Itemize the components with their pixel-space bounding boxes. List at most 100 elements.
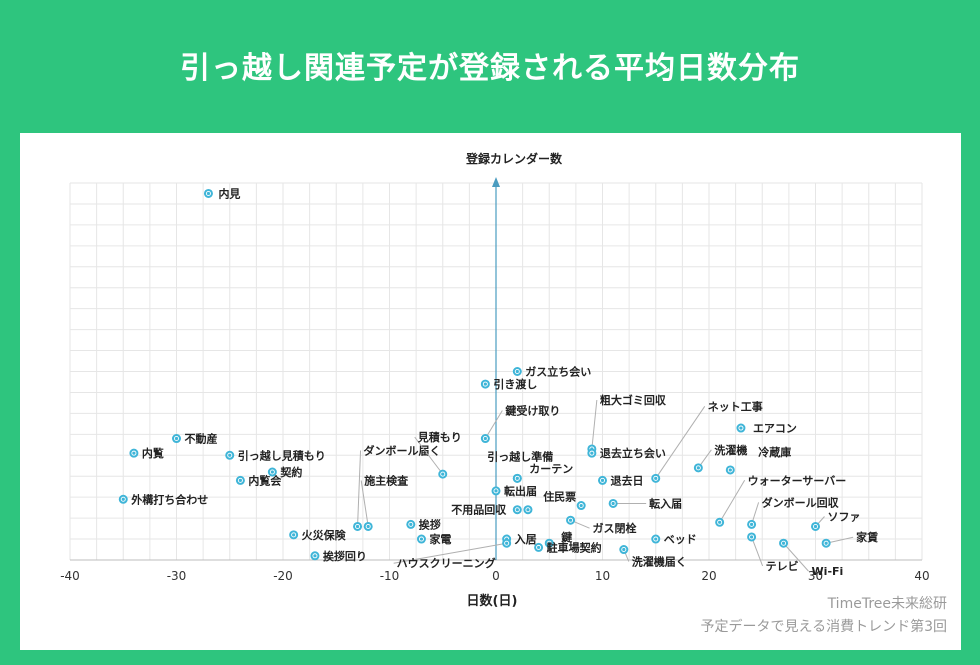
data-point-center [441, 472, 445, 476]
data-label: 挨拶回り [323, 549, 367, 563]
leader-line [357, 450, 362, 527]
data-point-center [824, 541, 828, 545]
data-label: 施主検査 [364, 473, 408, 487]
data-label: 見積もり [417, 430, 462, 444]
data-label: 内見 [218, 186, 240, 200]
data-point-center [600, 478, 605, 483]
y-axis-label: 登録カレンダー数 [465, 151, 563, 166]
data-point-center [611, 501, 615, 506]
data-point-center [813, 524, 818, 529]
data-point-center [494, 489, 498, 493]
leader-line [591, 399, 598, 450]
data-label: ダンボール回収 [762, 495, 840, 509]
data-label: ガス閉栓 [593, 521, 637, 535]
data-point-center [515, 369, 519, 374]
scatter-chart: -40 -30 -20 -10 0 10 20 30 40 日数(日) 登録カレンダー数内見ガス立ち… [60, 151, 929, 609]
data-point-center [568, 518, 573, 522]
data-label: 不動産 [185, 432, 218, 446]
data-label: ネット工事 [708, 399, 763, 413]
data-point-center [366, 524, 370, 529]
leader-line [751, 536, 764, 567]
credit-series: 予定データで見える消費トレンド第3回 [700, 619, 948, 635]
data-label: 駐車場契約 [547, 540, 602, 554]
data-label: 退去立ち会い [600, 446, 666, 460]
leader-line [414, 436, 444, 475]
data-label: 粗大ゴミ回収 [600, 393, 667, 407]
data-label: 転入届 [649, 496, 682, 510]
data-label: 内覧会 [248, 473, 282, 487]
leader-line [484, 410, 503, 439]
x-tick-label: 20 [701, 569, 716, 583]
x-tick-label: 0 [492, 569, 500, 583]
data-label: 挨拶 [419, 517, 441, 531]
x-tick-label: 30 [808, 569, 823, 583]
leader-line [393, 542, 507, 564]
data-label: 冷蔵庫 [758, 445, 791, 459]
data-label: 不用品回収 [451, 503, 507, 517]
data-point-center [579, 503, 583, 508]
data-point-center [739, 426, 743, 430]
data-point-center [132, 451, 136, 455]
data-point-center [654, 476, 658, 480]
data-label: 引っ越し準備 [487, 449, 553, 463]
data-label: 火災保険 [302, 528, 347, 542]
data-point-center [238, 478, 242, 483]
data-label: 住民票 [543, 490, 576, 504]
data-label: 転出届 [504, 484, 537, 498]
y-axis-arrowhead [492, 177, 500, 187]
data-label: ウォーターサーバー [748, 474, 847, 487]
data-point-center [505, 541, 509, 545]
data-label: テレビ [766, 559, 799, 573]
data-label: 内覧 [142, 446, 164, 460]
data-label: ガス立ち会い [525, 365, 591, 379]
data-label: 引き渡し [493, 377, 537, 391]
data-label: 外構打ち合わせ [130, 492, 208, 506]
credit-source: TimeTree未来総研 [827, 596, 947, 612]
data-label: Wi-Fi [812, 565, 844, 578]
data-label: 家賃 [856, 530, 878, 544]
leader-line [826, 536, 854, 544]
data-label: ハウスクリーニング [397, 556, 496, 570]
data-label: ソファ [828, 510, 861, 523]
data-point-center [622, 547, 626, 552]
data-label: エアコン [753, 422, 797, 435]
data-label: 入居 [515, 533, 537, 546]
data-point-center [718, 520, 722, 524]
data-point-center [750, 522, 754, 526]
data-point-center [728, 468, 732, 472]
x-tick-label: 10 [595, 569, 610, 583]
data-point-center [409, 522, 413, 526]
data-point-center [515, 476, 519, 480]
data-point-center [537, 545, 541, 550]
chart-panel: -40 -30 -20 -10 0 10 20 30 40 日数(日) 登録カレンダー数 内見 ガス立ち… [20, 133, 961, 650]
data-label: 鍵 [561, 530, 572, 544]
data-point-center [547, 541, 551, 545]
data-label: 鍵受け取り [505, 404, 560, 418]
data-point-center [590, 451, 594, 455]
data-point-center [292, 533, 296, 537]
x-tick-label: 40 [914, 569, 929, 583]
data-point-center [515, 508, 519, 512]
x-tick-label: -20 [273, 569, 293, 583]
data-point-center [750, 535, 754, 539]
data-point-center [206, 191, 211, 196]
x-tick-label: -10 [380, 569, 400, 583]
data-point-center [654, 537, 658, 541]
data-point-center [526, 508, 530, 512]
page-title: 引っ越し関連予定が登録される平均日数分布 [180, 51, 800, 86]
leader-line [655, 406, 706, 479]
data-point-center [270, 470, 274, 474]
data-point-center [696, 466, 700, 470]
data-label: 引っ越し見積もり [238, 448, 326, 462]
data-point-center [419, 537, 424, 541]
data-label: 洗濯機 [714, 443, 747, 457]
leader-line [783, 542, 809, 572]
data-point-center [174, 436, 179, 441]
data-point-center [781, 541, 786, 545]
data-point-center [313, 554, 317, 558]
data-label: 退去日 [611, 473, 644, 487]
data-label: ダンボール届く [364, 443, 441, 457]
data-label: ベッド [664, 533, 697, 546]
data-point-center [483, 436, 487, 441]
